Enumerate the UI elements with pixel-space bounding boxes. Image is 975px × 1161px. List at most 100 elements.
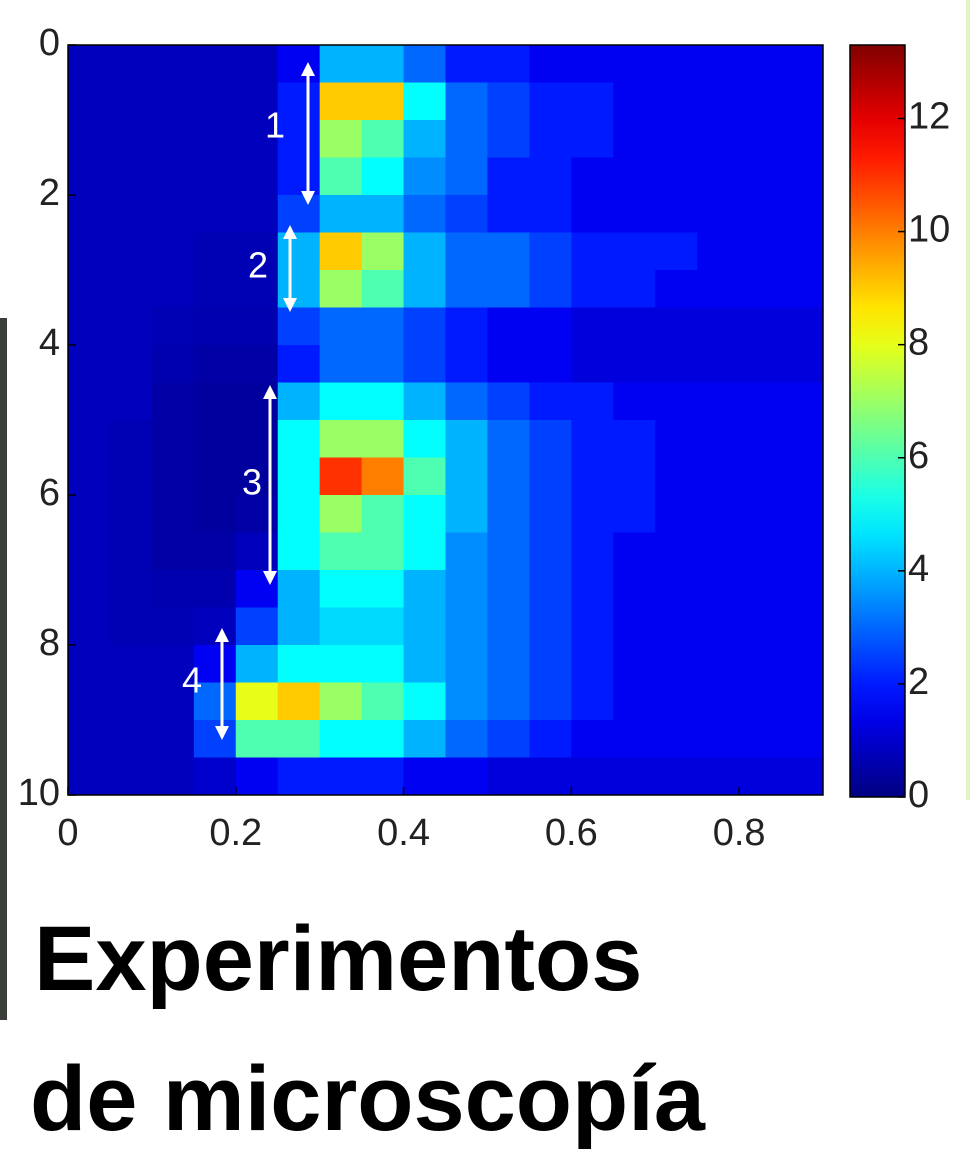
y-tick-label: 10	[18, 772, 60, 814]
heat-cell	[446, 720, 488, 758]
heat-cell	[110, 645, 152, 683]
heat-cell	[529, 420, 571, 458]
heat-cell	[529, 758, 571, 796]
heat-cell	[529, 495, 571, 533]
heat-cell	[110, 683, 152, 721]
heat-cell	[362, 158, 404, 196]
heat-cell	[68, 270, 110, 308]
heat-cell	[739, 720, 781, 758]
heat-cell	[446, 233, 488, 271]
heat-cell	[362, 570, 404, 608]
heat-cell	[68, 233, 110, 271]
heat-cell	[446, 45, 488, 83]
heat-cell	[446, 420, 488, 458]
heat-cell	[236, 533, 278, 571]
heat-cell	[781, 120, 823, 158]
heat-cell	[613, 45, 655, 83]
heat-cell	[697, 158, 739, 196]
heat-cell	[404, 608, 446, 646]
heat-cell	[278, 683, 320, 721]
heat-cell	[739, 683, 781, 721]
x-tick-label: 0.6	[545, 812, 598, 854]
heat-cell	[152, 533, 194, 571]
heat-cell	[613, 495, 655, 533]
heat-cell	[194, 233, 236, 271]
heat-cell	[781, 195, 823, 233]
heat-cell	[529, 345, 571, 383]
heat-cell	[613, 458, 655, 496]
heat-cell	[320, 270, 362, 308]
heat-cell	[194, 533, 236, 571]
heat-cell	[739, 270, 781, 308]
heat-cell	[571, 158, 613, 196]
heat-cell	[320, 683, 362, 721]
heat-cell	[320, 345, 362, 383]
annotation-label: 1	[265, 105, 285, 146]
heat-cell	[320, 308, 362, 346]
heat-cell	[110, 720, 152, 758]
heat-cell	[739, 195, 781, 233]
heat-cell	[529, 233, 571, 271]
heat-cell	[487, 233, 529, 271]
heat-cell	[655, 345, 697, 383]
heat-cell	[487, 120, 529, 158]
heat-cell	[446, 345, 488, 383]
heat-cell	[655, 195, 697, 233]
heat-cell	[446, 533, 488, 571]
heat-cell	[278, 608, 320, 646]
heat-cell	[152, 270, 194, 308]
heat-cell	[152, 608, 194, 646]
colorbar-tick-label: 8	[908, 322, 929, 364]
heat-cell	[152, 720, 194, 758]
colorbar-tick-label: 10	[908, 209, 950, 251]
heat-cell	[236, 158, 278, 196]
heat-cell	[404, 533, 446, 571]
heat-cell	[362, 458, 404, 496]
heat-cell	[362, 83, 404, 121]
heat-cell	[68, 120, 110, 158]
heat-cell	[362, 233, 404, 271]
heat-cell	[194, 158, 236, 196]
heat-cell	[362, 608, 404, 646]
heat-cell	[487, 758, 529, 796]
heat-cell	[278, 570, 320, 608]
heat-cell	[404, 308, 446, 346]
heat-cell	[362, 495, 404, 533]
heat-cell	[571, 233, 613, 271]
heat-cell	[487, 270, 529, 308]
heat-cell	[613, 383, 655, 421]
figure: Experimentos de microscopía 00.20.40.60.…	[0, 0, 975, 1161]
heat-cell	[152, 570, 194, 608]
heat-cell	[68, 533, 110, 571]
heat-cell	[571, 420, 613, 458]
heat-cell	[68, 758, 110, 796]
heat-cell	[194, 720, 236, 758]
heat-cell	[529, 120, 571, 158]
heat-cell	[446, 645, 488, 683]
heat-cell	[655, 158, 697, 196]
heat-cell	[68, 83, 110, 121]
heat-cell	[655, 495, 697, 533]
heat-cell	[781, 758, 823, 796]
heat-cell	[278, 458, 320, 496]
heat-cell	[152, 420, 194, 458]
heat-cell	[68, 45, 110, 83]
heat-cell	[697, 458, 739, 496]
heat-cell	[446, 120, 488, 158]
heat-cell	[68, 570, 110, 608]
heat-cell	[194, 345, 236, 383]
heat-cell	[697, 270, 739, 308]
heat-cell	[68, 683, 110, 721]
heat-cell	[781, 270, 823, 308]
heat-cell	[404, 758, 446, 796]
heat-cell	[110, 758, 152, 796]
heat-cell	[110, 345, 152, 383]
heat-cell	[278, 420, 320, 458]
heat-cell	[110, 233, 152, 271]
heat-cell	[278, 345, 320, 383]
heat-cell	[278, 308, 320, 346]
heat-cell	[781, 570, 823, 608]
heat-cell	[404, 645, 446, 683]
heat-cell	[613, 683, 655, 721]
heat-cell	[152, 308, 194, 346]
